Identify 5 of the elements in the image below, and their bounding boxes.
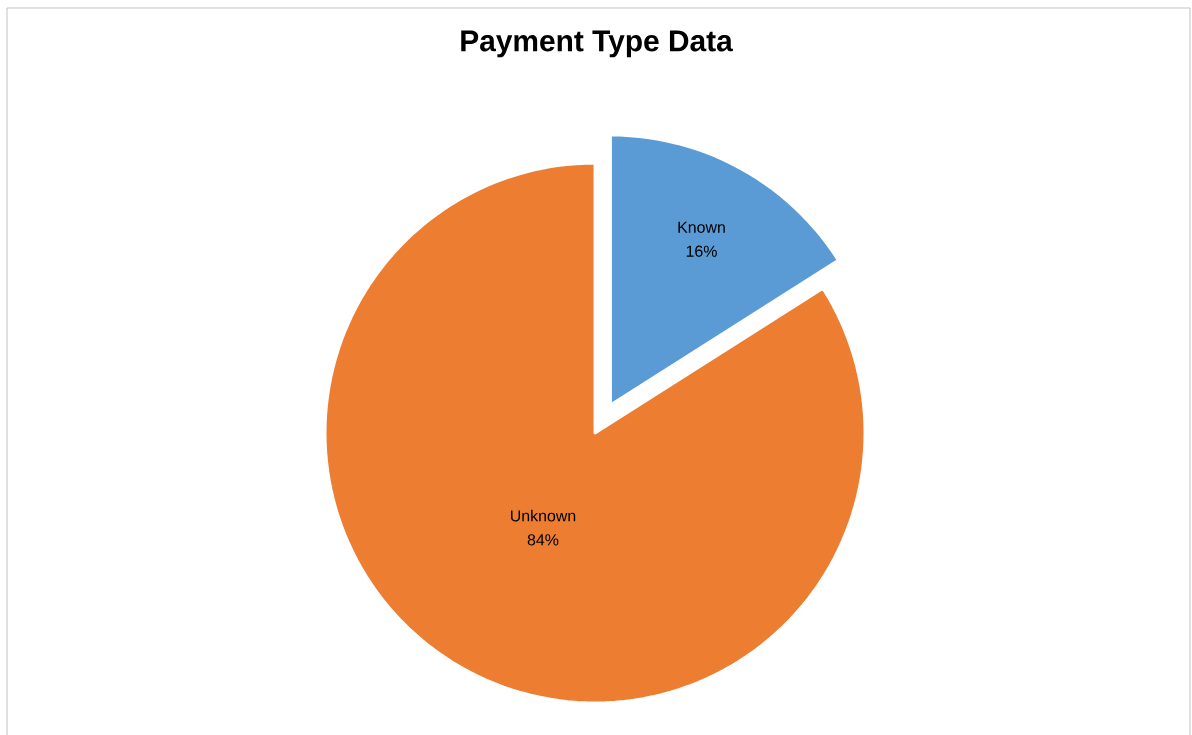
slice-label: Known xyxy=(678,221,725,233)
data-label: 84% xyxy=(527,533,559,546)
chart-title: Payment Type Data xyxy=(461,30,733,58)
slice-label: Unknown xyxy=(511,509,576,522)
data-label: 16% xyxy=(686,245,717,257)
